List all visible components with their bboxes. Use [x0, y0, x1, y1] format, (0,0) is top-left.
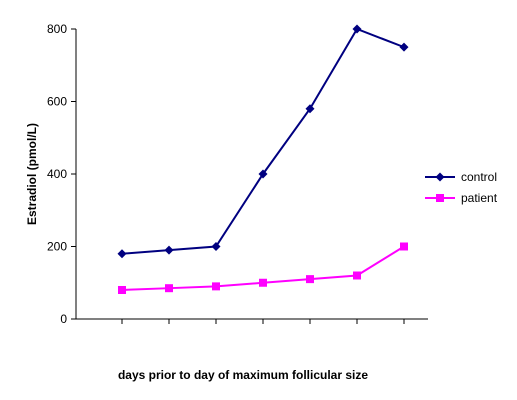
legend: control patient	[425, 170, 498, 205]
legend-label: control	[461, 170, 497, 184]
legend-marker	[435, 172, 445, 182]
y-axis-title: Estradiol (pmol/L)	[25, 123, 39, 225]
axes	[75, 29, 428, 320]
series-line-control	[121, 27, 405, 255]
y-tick-label: 400	[47, 167, 67, 181]
data-point-patient	[212, 282, 220, 291]
data-point-control	[305, 104, 315, 114]
data-point-patient	[259, 278, 267, 287]
data-point-control	[352, 24, 362, 34]
x-ticks	[121, 319, 405, 324]
data-point-control	[258, 169, 268, 179]
x-axis-title: days prior to day of maximum follicular …	[118, 368, 368, 382]
y-tick-label: 0	[60, 312, 67, 326]
series-patient	[118, 242, 408, 294]
data-point-patient	[400, 242, 408, 251]
y-ticks: 0 200 400 600 800	[47, 22, 76, 326]
data-point-control	[211, 242, 221, 251]
y-tick-label: 600	[47, 95, 67, 109]
legend-item-control: control	[425, 170, 497, 184]
data-point-patient	[118, 286, 126, 294]
data-point-control	[399, 42, 409, 52]
series-control	[117, 24, 409, 259]
legend-label: patient	[461, 191, 498, 205]
y-tick-label: 200	[47, 240, 67, 254]
data-point-patient	[353, 271, 361, 280]
data-point-patient	[165, 284, 173, 293]
data-point-control	[164, 245, 174, 255]
legend-item-patient: patient	[425, 191, 498, 205]
data-point-control	[117, 249, 127, 259]
y-tick-label: 800	[47, 22, 67, 36]
series-layer	[117, 24, 409, 294]
legend-marker	[436, 194, 444, 202]
data-point-patient	[306, 275, 314, 284]
